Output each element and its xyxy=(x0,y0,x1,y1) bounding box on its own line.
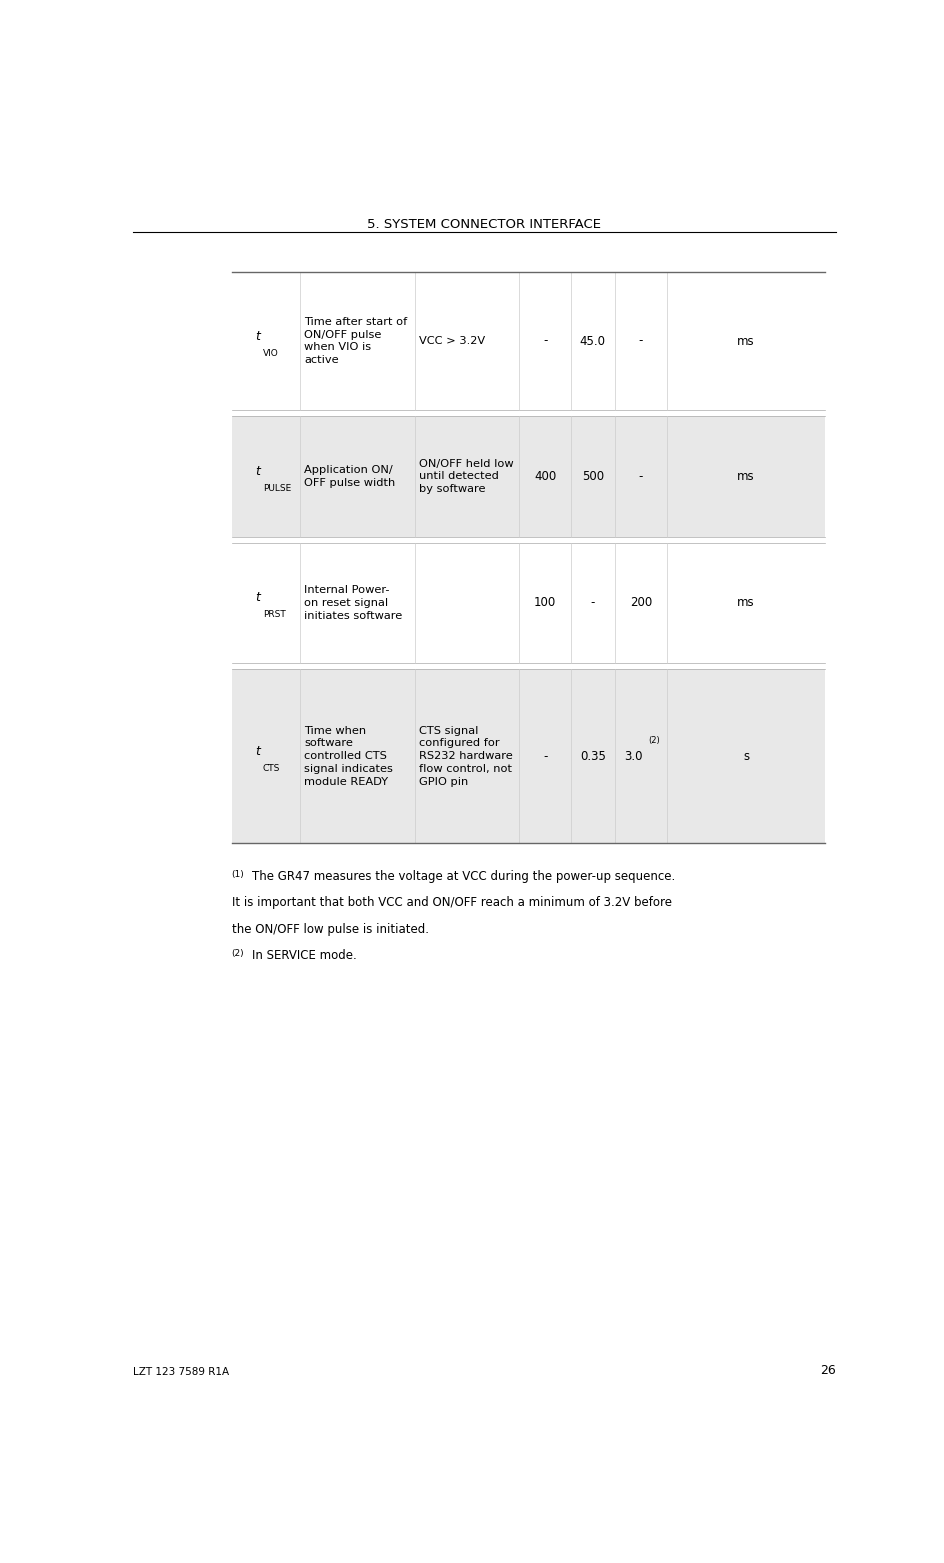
Text: 100: 100 xyxy=(533,596,556,610)
Text: CTS signal
configured for
RS232 hardware
flow control, not
GPIO pin: CTS signal configured for RS232 hardware… xyxy=(419,725,513,786)
Text: VCC > 3.2V: VCC > 3.2V xyxy=(419,336,484,345)
Text: t: t xyxy=(255,746,260,758)
Text: It is important that both VCC and ON/OFF reach a minimum of 3.2V before: It is important that both VCC and ON/OFF… xyxy=(231,897,671,910)
Text: (2): (2) xyxy=(231,949,244,958)
Text: CTS: CTS xyxy=(262,764,279,772)
Text: VIO: VIO xyxy=(262,349,278,358)
Text: -: - xyxy=(638,470,643,483)
Text: 45.0: 45.0 xyxy=(579,334,605,347)
Text: Time when
software
controlled CTS
signal indicates
module READY: Time when software controlled CTS signal… xyxy=(304,725,393,786)
Bar xyxy=(231,272,824,410)
Text: ms: ms xyxy=(736,470,754,483)
Text: 500: 500 xyxy=(581,470,603,483)
Text: (1): (1) xyxy=(231,871,244,878)
Text: LZT 123 7589 R1A: LZT 123 7589 R1A xyxy=(132,1366,228,1377)
Text: the ON/OFF low pulse is initiated.: the ON/OFF low pulse is initiated. xyxy=(231,922,429,936)
Text: t: t xyxy=(255,466,260,478)
Text: The GR47 measures the voltage at VCC during the power-up sequence.: The GR47 measures the voltage at VCC dur… xyxy=(252,871,675,883)
Text: Application ON/
OFF pulse width: Application ON/ OFF pulse width xyxy=(304,466,395,488)
Text: t: t xyxy=(255,330,260,342)
Text: ms: ms xyxy=(736,334,754,347)
Text: s: s xyxy=(742,750,749,763)
Text: Internal Power-
on reset signal
initiates software: Internal Power- on reset signal initiate… xyxy=(304,585,402,621)
Text: 200: 200 xyxy=(630,596,651,610)
Text: (2): (2) xyxy=(648,736,660,746)
Text: ON/OFF held low
until detected
by software: ON/OFF held low until detected by softwa… xyxy=(419,458,514,494)
Text: 3.0: 3.0 xyxy=(624,750,642,763)
Text: 400: 400 xyxy=(533,470,556,483)
Text: 0.35: 0.35 xyxy=(580,750,605,763)
Text: -: - xyxy=(543,334,547,347)
Bar xyxy=(231,416,824,536)
Text: -: - xyxy=(590,596,595,610)
Text: -: - xyxy=(638,334,643,347)
Text: Time after start of
ON/OFF pulse
when VIO is
active: Time after start of ON/OFF pulse when VI… xyxy=(304,317,407,366)
Bar xyxy=(231,669,824,844)
Bar xyxy=(231,542,824,663)
Text: PRST: PRST xyxy=(262,610,285,619)
Text: In SERVICE mode.: In SERVICE mode. xyxy=(252,949,357,963)
Text: -: - xyxy=(543,750,547,763)
Text: PULSE: PULSE xyxy=(262,485,291,492)
Text: t: t xyxy=(255,591,260,605)
Text: 5. SYSTEM CONNECTOR INTERFACE: 5. SYSTEM CONNECTOR INTERFACE xyxy=(367,217,600,231)
Text: ms: ms xyxy=(736,596,754,610)
Text: 26: 26 xyxy=(819,1363,834,1377)
